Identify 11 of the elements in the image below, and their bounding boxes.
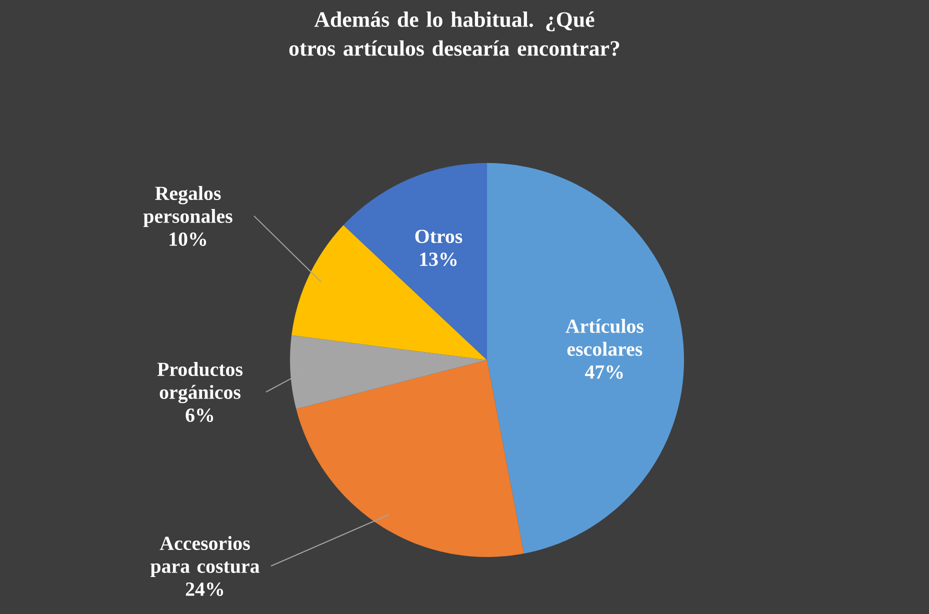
data-label: 6% (186, 408, 214, 422)
chart-title: Además de lo habitual. ¿Qué otros artículos desearía encontrar? (289, 12, 620, 56)
slice-label: Productos orgánicos (157, 362, 243, 404)
slice-label: Artículos escolares (566, 318, 644, 356)
slice-label: Regalos personales (143, 186, 232, 228)
data-label: 47% (585, 365, 623, 379)
data-label: 10% (170, 232, 206, 246)
data-label: 13% (420, 252, 457, 266)
slice-label: Otros (415, 230, 462, 244)
data-label: 24% (186, 582, 224, 596)
slice-label: Accesorios para costura (150, 536, 260, 578)
